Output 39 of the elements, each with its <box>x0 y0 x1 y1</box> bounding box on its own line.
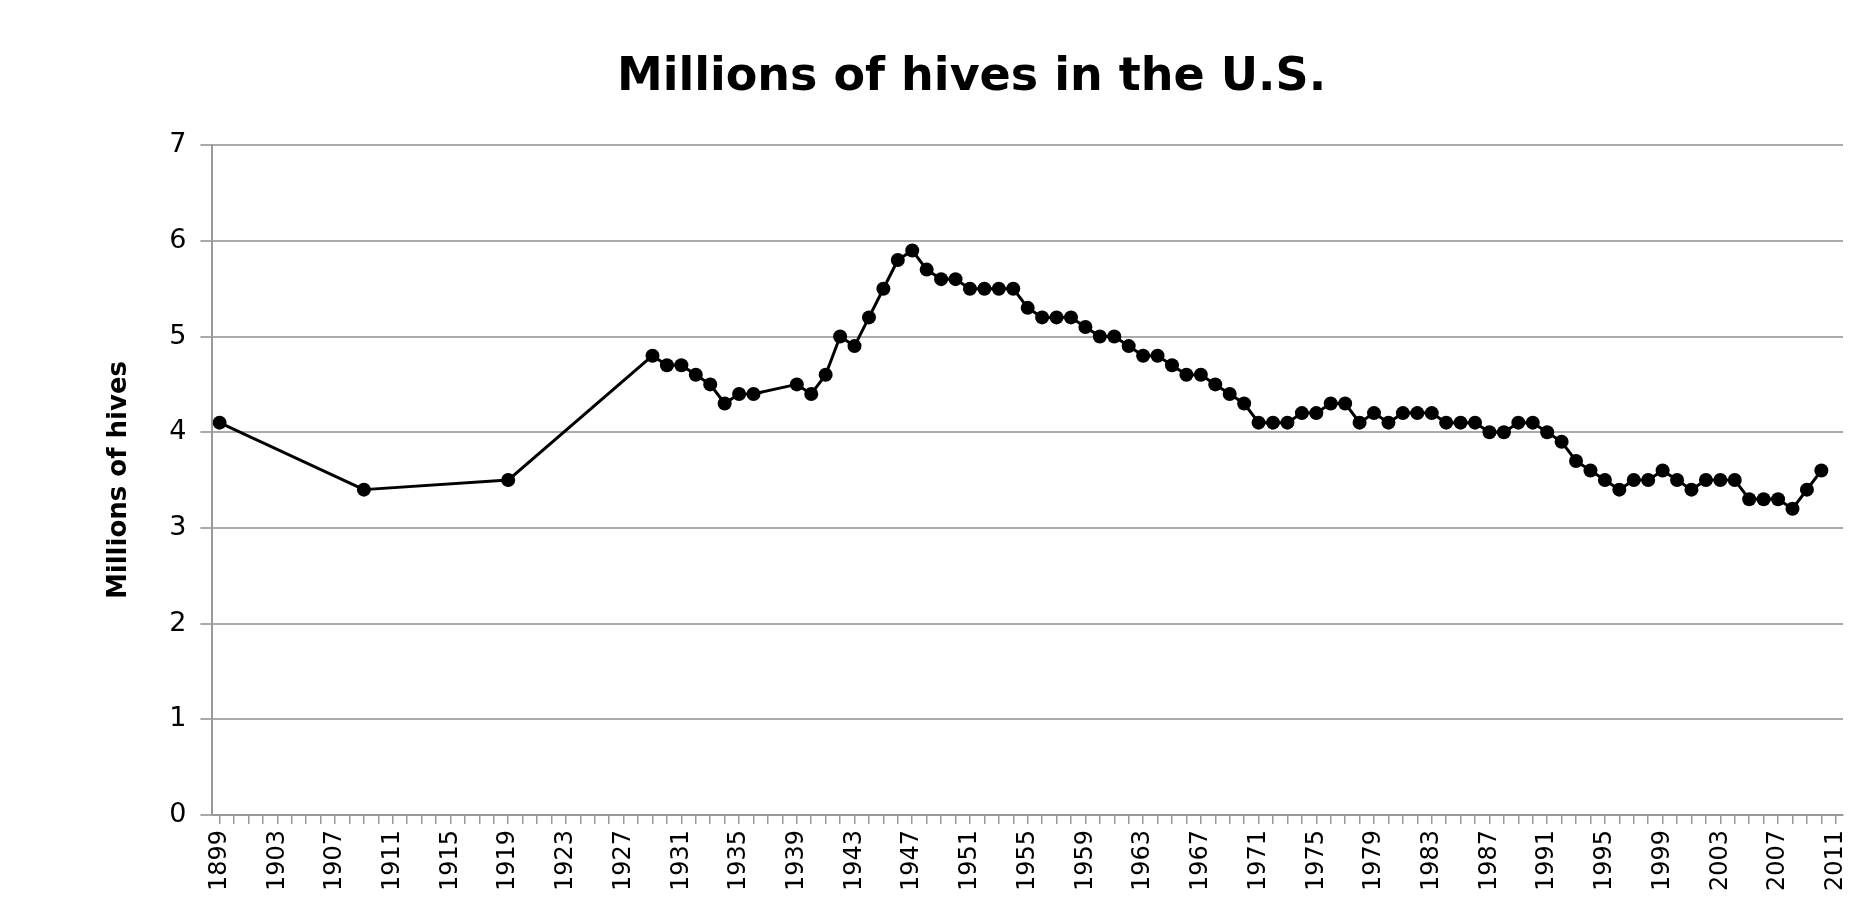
x-tick-label: 1943 <box>838 829 867 891</box>
x-tick-label: 1931 <box>665 829 694 891</box>
x-tick-label: 1963 <box>1127 829 1156 891</box>
x-tick-label: 1947 <box>896 829 925 891</box>
x-tick-label: 1939 <box>781 829 810 891</box>
x-tick-label: 1911 <box>376 829 405 891</box>
x-tick-label: 1999 <box>1646 829 1675 891</box>
x-tick-label: 1955 <box>1011 829 1040 891</box>
y-tick-label: 4 <box>169 414 187 446</box>
x-tick-label: 1927 <box>607 829 636 891</box>
x-tick-label: 1951 <box>954 829 983 891</box>
y-tick-label: 6 <box>169 222 187 254</box>
x-tick-label: 1899 <box>203 829 232 891</box>
x-tick-label: 1983 <box>1415 829 1444 891</box>
x-tick-label: 1903 <box>261 829 290 891</box>
x-tick-label: 1907 <box>319 829 348 891</box>
x-tick-label: 1975 <box>1300 829 1329 891</box>
y-tick-label: 5 <box>169 318 187 350</box>
x-tick-label: 1991 <box>1531 829 1560 891</box>
y-tick-label: 1 <box>169 701 187 733</box>
y-tick-label: 3 <box>169 509 187 541</box>
x-tick-label: 1935 <box>723 829 752 891</box>
y-axis-title: Millions of hives <box>102 360 133 600</box>
x-tick-label: 1923 <box>550 829 579 891</box>
x-tick-label: 1967 <box>1185 829 1214 891</box>
y-tick-label: 7 <box>169 127 187 159</box>
x-tick-label: 2007 <box>1762 829 1791 891</box>
x-tick-label: 1915 <box>434 829 463 891</box>
x-tick-label: 2003 <box>1704 829 1733 891</box>
y-tick-label: 0 <box>169 796 187 828</box>
x-tick-label: 1971 <box>1242 829 1271 891</box>
x-tick-label: 1995 <box>1589 829 1618 891</box>
x-tick-label: 1919 <box>492 829 521 891</box>
x-tick-label: 2011 <box>1820 829 1849 891</box>
chart-title: Millions of hives in the U.S. <box>616 46 1327 101</box>
x-tick-label: 1959 <box>1069 829 1098 891</box>
x-tick-label: 1987 <box>1473 829 1502 891</box>
y-tick-label: 2 <box>169 605 187 637</box>
x-tick-label: 1979 <box>1358 829 1387 891</box>
